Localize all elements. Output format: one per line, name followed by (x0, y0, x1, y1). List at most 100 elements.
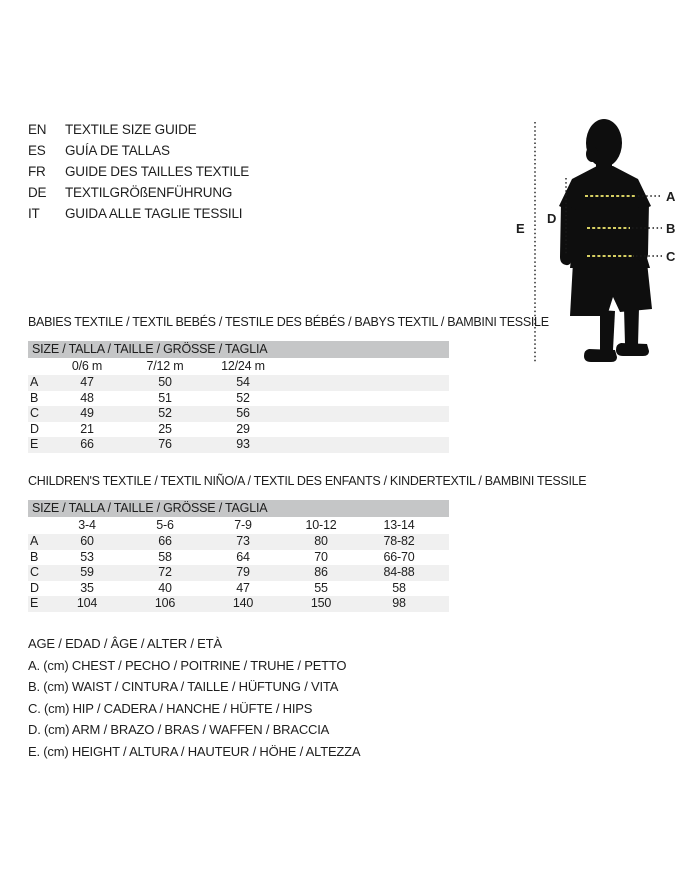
table-cell: 80 (314, 534, 328, 548)
language-code: EN (28, 122, 47, 137)
legend-age-line: AGE / EDAD / ÂGE / ALTER / ETÀ (28, 636, 222, 651)
table-cell: 21 (80, 421, 94, 436)
column-header: 7-9 (234, 518, 252, 532)
table-cell: 73 (236, 534, 250, 548)
measure-label-d: D (547, 211, 557, 226)
language-label: TEXTILE SIZE GUIDE (65, 122, 197, 137)
language-label: GUÍA DE TALLAS (65, 143, 170, 158)
table-row: B 48 51 52 (28, 391, 449, 407)
table-cell: 76 (158, 437, 172, 451)
table-cell: 29 (236, 421, 250, 436)
language-label: GUIDE DES TAILLES TEXTILE (65, 164, 250, 179)
column-header: 7/12 m (146, 359, 184, 373)
table-row: C 49 52 56 (28, 406, 449, 422)
table-cell: 55 (314, 580, 328, 595)
language-code: IT (28, 206, 40, 221)
column-header: 13-14 (383, 518, 415, 532)
language-row-es: ES GUÍA DE TALLAS (28, 140, 249, 161)
table-cell: 25 (158, 421, 172, 436)
language-list: EN TEXTILE SIZE GUIDE ES GUÍA DE TALLAS … (28, 119, 249, 224)
table-cell: 66 (158, 534, 172, 548)
table-cell: 86 (314, 565, 328, 579)
table-cell: 72 (158, 565, 172, 579)
row-label: E (30, 596, 39, 610)
language-code: ES (28, 143, 46, 158)
table-cell: 59 (80, 565, 94, 579)
babies-section-title: BABIES TEXTILE / TEXTIL BEBÉS / TESTILE … (28, 315, 549, 329)
table-cell: 66 (80, 437, 94, 451)
column-header: 3-4 (78, 518, 96, 532)
legend-item-arm: D. (cm) ARM / BRAZO / BRAS / WAFFEN / BR… (28, 722, 330, 737)
table-row: D 21 25 29 (28, 422, 449, 438)
table-cell: 58 (392, 580, 406, 595)
language-label: GUIDA ALLE TAGLIE TESSILI (65, 206, 243, 221)
legend-item-hip: C. (cm) HIP / CADERA / HANCHE / HÜFTE / … (28, 700, 313, 716)
table-cell: 52 (236, 390, 250, 405)
table-cell: 53 (80, 549, 94, 564)
table-cell: 56 (236, 406, 250, 420)
table-cell: 79 (236, 565, 250, 579)
legend-item-chest: A. (cm) CHEST / PECHO / POITRINE / TRUHE… (28, 657, 347, 673)
table-cell: 48 (80, 390, 94, 405)
table-cell: 49 (80, 406, 94, 420)
column-header: 10-12 (305, 518, 337, 532)
row-label: B (30, 390, 39, 405)
children-size-table: SIZE / TALLA / TAILLE / GRÖSSE / TAGLIA … (28, 500, 449, 612)
legend-item-height: E. (cm) HEIGHT / ALTURA / HAUTEUR / HÖHE… (28, 743, 361, 759)
column-header: 0/6 m (71, 359, 103, 373)
babies-size-table: SIZE / TALLA / TAILLE / GRÖSSE / TAGLIA … (28, 341, 449, 453)
language-row-it: IT GUIDA ALLE TAGLIE TESSILI (28, 203, 249, 224)
child-silhouette-figure (534, 119, 662, 362)
row-label: C (30, 406, 39, 420)
legend-item-waist: B. (cm) WAIST / CINTURA / TAILLE / HÜFTU… (28, 679, 339, 694)
column-header: 12/24 m (221, 359, 265, 373)
table-cell: 64 (236, 549, 250, 564)
table-cell: 51 (158, 390, 172, 405)
row-label: B (30, 549, 39, 564)
table-row: C 59 72 79 86 84-88 (28, 565, 449, 581)
table-cell: 47 (236, 580, 250, 595)
language-label: TEXTILGRÖßENFÜHRUNG (65, 185, 233, 200)
table-cell: 140 (232, 596, 254, 610)
table-cell: 66-70 (383, 549, 415, 564)
table-cell: 104 (76, 596, 98, 610)
table-row: E 66 76 93 (28, 437, 449, 453)
children-section-title: CHILDREN'S TEXTILE / TEXTIL NIÑO/A / TEX… (28, 474, 587, 488)
table-row: D 35 40 47 55 58 (28, 581, 449, 597)
language-code: DE (28, 185, 47, 200)
measure-label-e: E (516, 221, 525, 236)
children-column-header-row: 3-4 5-6 7-9 10-12 13-14 (28, 517, 449, 534)
table-cell: 70 (314, 549, 328, 564)
row-label: C (30, 565, 39, 579)
table-cell: 52 (158, 406, 172, 420)
row-label: A (30, 534, 39, 548)
table-row: A 60 66 73 80 78-82 (28, 534, 449, 550)
table-cell: 58 (158, 549, 172, 564)
table-cell: 60 (80, 534, 94, 548)
table-cell: 150 (310, 596, 332, 610)
measurement-legend: AGE / EDAD / ÂGE / ALTER / ETÀ A. (cm) C… (28, 633, 361, 762)
language-code: FR (28, 164, 46, 179)
table-cell: 93 (236, 437, 250, 451)
table-cell: 84-88 (383, 565, 415, 579)
size-header-bar: SIZE / TALLA / TAILLE / GRÖSSE / TAGLIA (28, 500, 449, 517)
measure-label-b: B (666, 221, 676, 236)
babies-column-header-row: 0/6 m 7/12 m 12/24 m (28, 358, 449, 375)
size-header-bar: SIZE / TALLA / TAILLE / GRÖSSE / TAGLIA (28, 341, 449, 358)
table-cell: 106 (154, 596, 176, 610)
row-label: D (30, 421, 39, 436)
table-cell: 50 (158, 375, 172, 389)
table-cell: 78-82 (383, 534, 415, 548)
table-row: B 53 58 64 70 66-70 (28, 550, 449, 566)
language-row-en: EN TEXTILE SIZE GUIDE (28, 119, 249, 140)
table-cell: 35 (80, 580, 94, 595)
row-label: D (30, 580, 39, 595)
measure-label-a: A (666, 189, 676, 204)
language-row-fr: FR GUIDE DES TAILLES TEXTILE (28, 161, 249, 182)
table-cell: 98 (392, 596, 406, 610)
table-cell: 47 (80, 375, 94, 389)
language-row-de: DE TEXTILGRÖßENFÜHRUNG (28, 182, 249, 203)
row-label: E (30, 437, 39, 451)
row-label: A (30, 375, 39, 389)
